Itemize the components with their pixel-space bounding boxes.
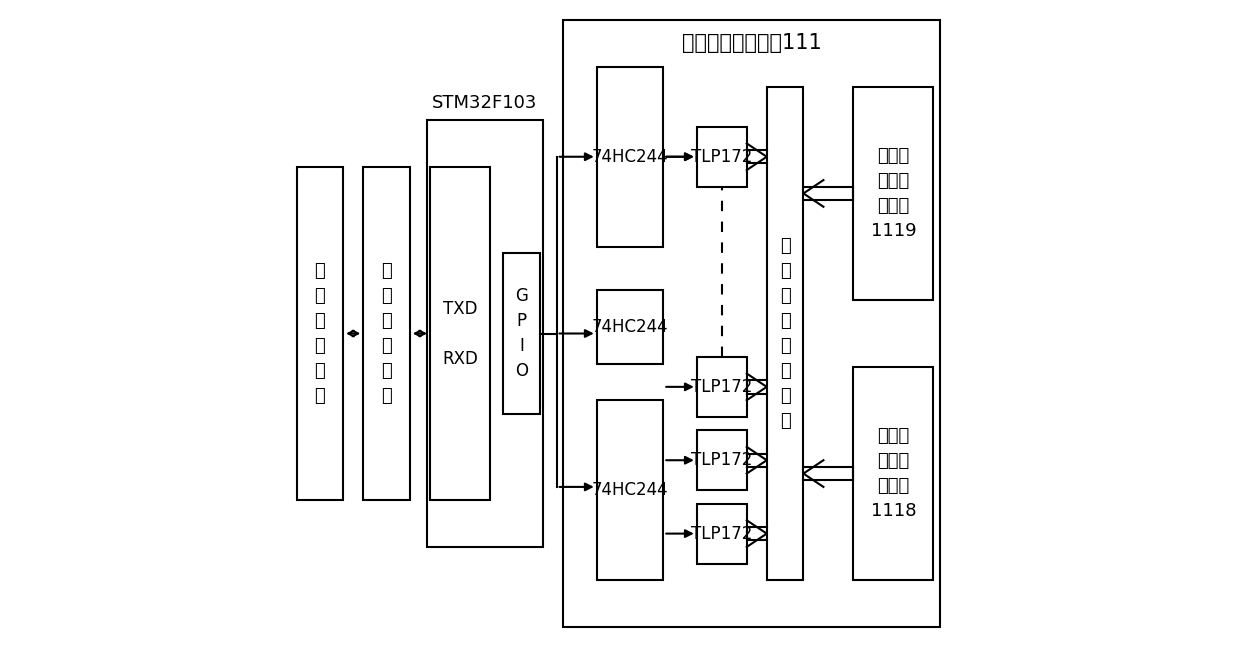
FancyBboxPatch shape bbox=[563, 20, 940, 627]
Text: STM32F103: STM32F103 bbox=[433, 94, 538, 112]
Text: TLP172: TLP172 bbox=[691, 525, 753, 542]
Text: 74HC244: 74HC244 bbox=[591, 482, 668, 499]
Text: TLP172: TLP172 bbox=[691, 148, 753, 165]
Text: 信号发
生器接
入端子
1118: 信号发 生器接 入端子 1118 bbox=[870, 427, 916, 520]
FancyBboxPatch shape bbox=[596, 290, 663, 364]
Text: 74HC244: 74HC244 bbox=[591, 318, 668, 336]
Text: TLP172: TLP172 bbox=[691, 452, 753, 469]
Text: TLP172: TLP172 bbox=[691, 378, 753, 396]
FancyBboxPatch shape bbox=[697, 430, 746, 490]
FancyBboxPatch shape bbox=[853, 367, 934, 580]
FancyBboxPatch shape bbox=[596, 67, 663, 247]
FancyBboxPatch shape bbox=[427, 120, 543, 547]
FancyBboxPatch shape bbox=[503, 253, 539, 414]
Text: 多功能运放电路板111: 多功能运放电路板111 bbox=[682, 33, 822, 53]
FancyBboxPatch shape bbox=[596, 400, 663, 580]
FancyBboxPatch shape bbox=[766, 87, 804, 580]
Text: TXD

RXD: TXD RXD bbox=[441, 299, 477, 368]
Text: 多
功
能
网
关
板: 多 功 能 网 关 板 bbox=[315, 262, 325, 405]
Text: 示波器
探头接
入端子
1119: 示波器 探头接 入端子 1119 bbox=[870, 147, 916, 240]
Text: 六
种
可
变
运
放
电
路: 六 种 可 变 运 放 电 路 bbox=[780, 237, 790, 430]
FancyBboxPatch shape bbox=[697, 504, 746, 564]
FancyBboxPatch shape bbox=[697, 357, 746, 417]
FancyBboxPatch shape bbox=[296, 167, 343, 500]
Text: 串
口
接
线
端
子: 串 口 接 线 端 子 bbox=[381, 262, 392, 405]
FancyBboxPatch shape bbox=[853, 87, 934, 300]
Text: G
P
I
O: G P I O bbox=[515, 287, 528, 380]
FancyBboxPatch shape bbox=[697, 127, 746, 187]
Text: 74HC244: 74HC244 bbox=[591, 148, 668, 165]
FancyBboxPatch shape bbox=[363, 167, 410, 500]
FancyBboxPatch shape bbox=[430, 167, 490, 500]
